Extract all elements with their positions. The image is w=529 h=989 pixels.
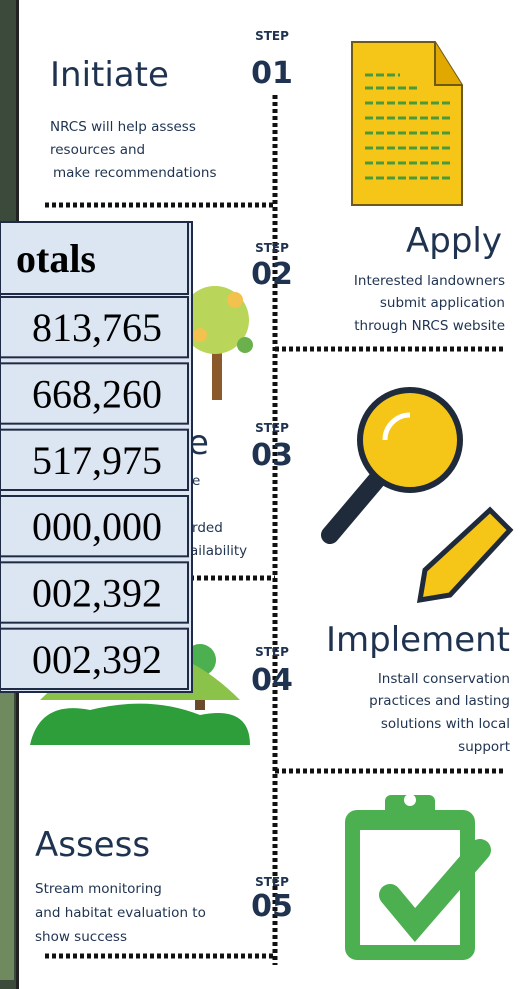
table-cell-text: 002,392 (32, 571, 162, 616)
step-description: Interested landowners (354, 273, 505, 289)
table-fragment: otals 813,765 668,260 517,975 000,000 002,392… (0, 222, 192, 692)
table-header: otals (16, 236, 96, 281)
aerial-photo (0, 690, 14, 980)
step-number: 02 (251, 257, 293, 292)
body: STEP 01 Initiate NRCS will help assess r… (0, 0, 529, 989)
table-cell-text: 000,000 (32, 504, 162, 549)
table-cell-text: 517,975 (32, 438, 162, 483)
table-cell-text: 002,392 (32, 637, 162, 682)
step-title: Apply (406, 221, 502, 261)
step-description: Stream monitoring (35, 881, 162, 897)
document-icon (352, 42, 462, 205)
step-number: 01 (251, 56, 293, 91)
step-description: through NRCS website (354, 318, 505, 334)
step-description: solutions with local (381, 716, 510, 732)
step-description: show success (35, 929, 127, 945)
step-label: STEP (255, 421, 289, 435)
step-description: Install conservation (378, 671, 510, 687)
step-label: STEP (255, 29, 289, 43)
clipboard-icon (345, 794, 480, 960)
step-description: support (458, 739, 510, 755)
step-description: and habitat evaluation to (35, 905, 206, 921)
page: {"steps":[ {"label":"STEP","number":"01"… (0, 0, 529, 989)
step-title: Assess (35, 825, 150, 865)
table-cell-text: 813,765 (32, 305, 162, 350)
step-label: STEP (255, 645, 289, 659)
step-description: resources and (50, 142, 145, 158)
step-title: Initiate (50, 55, 169, 95)
step-label: STEP (255, 875, 289, 889)
screenshot: STEP 01 Initiate NRCS will help assess r… (0, 0, 529, 989)
step-description: make recommendations (53, 165, 217, 181)
step-number: 04 (251, 663, 293, 698)
step-description: practices and lasting (369, 693, 510, 709)
step-description: e (192, 473, 200, 489)
step-description: NRCS will help assess (50, 119, 196, 135)
step-description: ailability (190, 543, 247, 559)
step-description: rded (192, 520, 223, 536)
table-cell-text: 668,260 (32, 372, 162, 417)
step-number: 05 (251, 889, 293, 924)
step-description: submit application (380, 295, 505, 311)
step-number: 03 (251, 438, 293, 473)
step-title: Implement (326, 620, 510, 660)
step-label: STEP (255, 241, 289, 255)
